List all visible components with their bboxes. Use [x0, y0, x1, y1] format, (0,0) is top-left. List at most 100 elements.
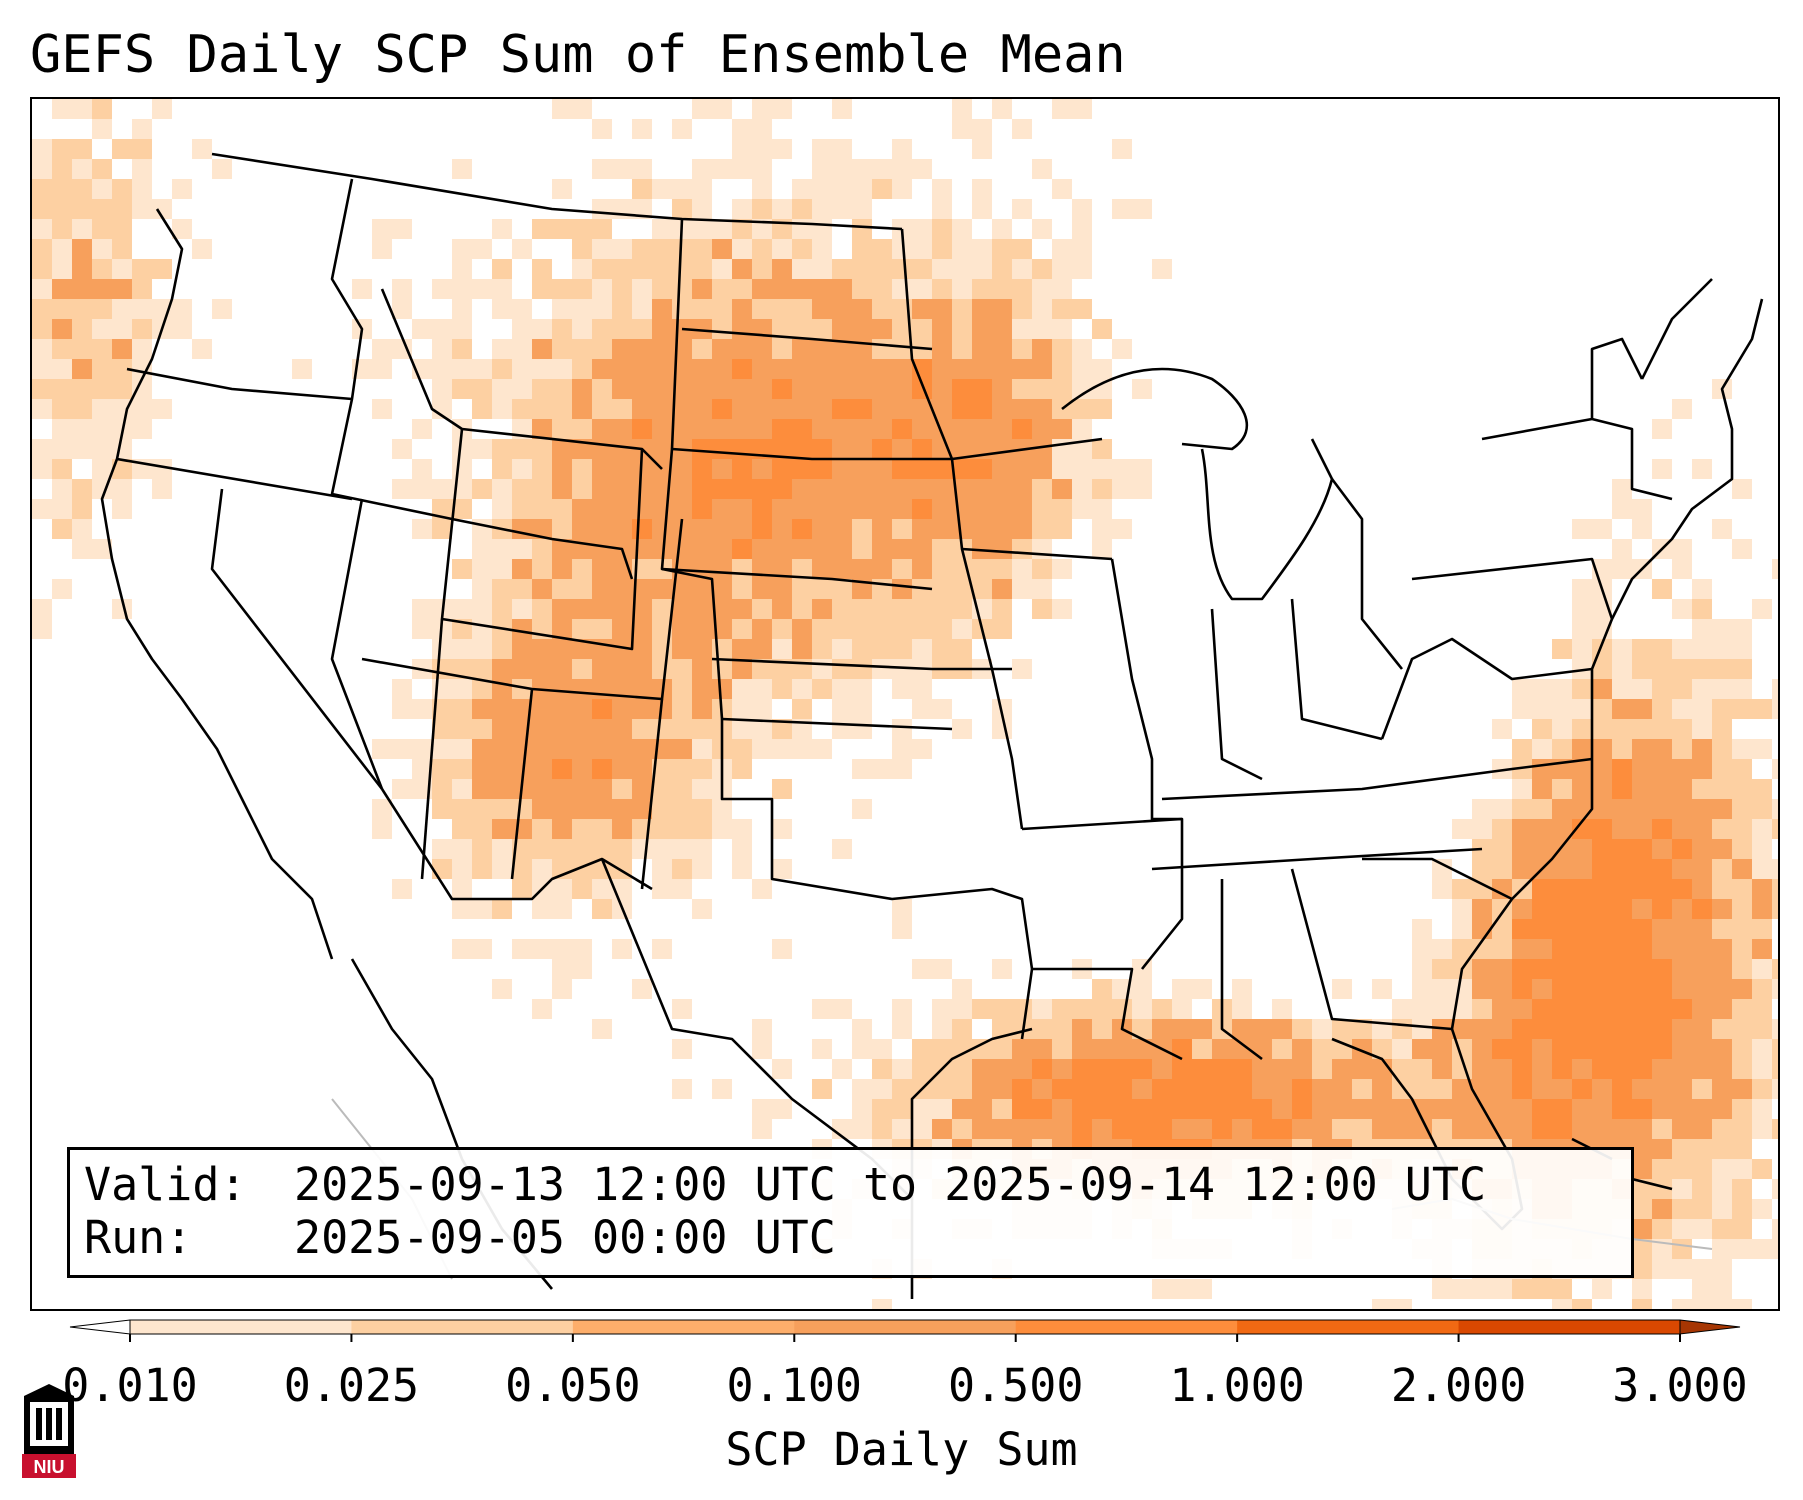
scp-cell — [692, 99, 712, 119]
scp-cell — [1752, 999, 1772, 1019]
scp-cell — [1292, 1019, 1312, 1039]
scp-cell — [1652, 819, 1672, 839]
scp-cell — [552, 399, 572, 419]
scp-cell — [612, 699, 632, 719]
scp-cell — [812, 379, 832, 399]
scp-cell — [1052, 179, 1072, 199]
scp-cell — [552, 459, 572, 479]
scp-cell — [752, 119, 772, 139]
scp-cell — [1652, 779, 1672, 799]
scp-cell — [1612, 699, 1632, 719]
scp-cell — [932, 1079, 952, 1099]
scp-cell — [852, 1019, 872, 1039]
scp-cell — [1712, 759, 1732, 779]
scp-cell — [992, 1079, 1012, 1099]
scp-cell — [692, 719, 712, 739]
scp-cell — [1552, 819, 1572, 839]
scp-cell — [492, 639, 512, 659]
scp-cell — [1012, 519, 1032, 539]
scp-cell — [1012, 339, 1032, 359]
scp-cell — [712, 339, 732, 359]
scp-cell — [852, 799, 872, 819]
scp-cell — [52, 299, 72, 319]
scp-cell — [912, 279, 932, 299]
scp-cell — [112, 239, 132, 259]
scp-cell — [1292, 1039, 1312, 1059]
scp-cell — [712, 259, 732, 279]
scp-cell — [632, 299, 652, 319]
scp-cell — [932, 299, 952, 319]
scp-cell — [1712, 799, 1732, 819]
scp-cell — [1032, 159, 1052, 179]
scp-cell — [1012, 359, 1032, 379]
scp-cell — [752, 879, 772, 899]
scp-cell — [712, 219, 732, 239]
scp-cell — [1072, 1099, 1092, 1119]
scp-cell — [752, 639, 772, 659]
scp-cell — [1752, 839, 1772, 859]
scp-cell — [632, 579, 652, 599]
scp-cell — [1652, 1139, 1672, 1159]
scp-cell — [1212, 1099, 1232, 1119]
scp-cell — [1052, 419, 1072, 439]
scp-cell — [892, 479, 912, 499]
scp-cell — [592, 599, 612, 619]
scp-cell — [1632, 899, 1652, 919]
scp-cell — [852, 279, 872, 299]
scp-cell — [672, 479, 692, 499]
scp-cell — [892, 559, 912, 579]
scp-cell — [1412, 1079, 1432, 1099]
scp-cell — [672, 639, 692, 659]
scp-cell — [1592, 879, 1612, 899]
scp-cell — [772, 279, 792, 299]
scp-cell — [512, 519, 532, 539]
scp-cell — [1632, 1259, 1652, 1279]
scp-cell — [1652, 1219, 1672, 1239]
scp-cell — [612, 939, 632, 959]
scp-cell — [1072, 379, 1092, 399]
scp-cell — [492, 379, 512, 399]
scp-cell — [552, 379, 572, 399]
scp-cell — [1692, 1119, 1712, 1139]
scp-cell — [752, 659, 772, 679]
scp-cell — [1712, 1239, 1732, 1259]
scp-cell — [832, 479, 852, 499]
colorbar-tick-label: 0.500 — [947, 1359, 1084, 1412]
scp-cell — [912, 479, 932, 499]
scp-cell — [1052, 99, 1072, 119]
scp-cell — [932, 179, 952, 199]
scp-cell — [852, 539, 872, 559]
scp-cell — [792, 279, 812, 299]
scp-cell — [1612, 679, 1632, 699]
scp-cell — [1712, 679, 1732, 699]
scp-cell — [1692, 839, 1712, 859]
scp-cell — [632, 519, 652, 539]
scp-cell — [732, 219, 752, 239]
scp-cell — [572, 419, 592, 439]
scp-cell — [892, 239, 912, 259]
scp-cell — [1752, 1239, 1772, 1259]
scp-cell — [1072, 219, 1092, 239]
scp-cell — [792, 719, 812, 739]
scp-cell — [492, 339, 512, 359]
scp-cell — [1012, 1099, 1032, 1119]
scp-cell — [92, 239, 112, 259]
scp-cell — [572, 279, 592, 299]
scp-cell — [1592, 699, 1612, 719]
scp-cell — [1652, 979, 1672, 999]
scp-cell — [1572, 719, 1592, 739]
scp-cell — [452, 899, 472, 919]
scp-cell — [1652, 679, 1672, 699]
scp-cell — [852, 699, 872, 719]
scp-cell — [832, 699, 852, 719]
scp-cell — [952, 619, 972, 639]
scp-cell — [532, 519, 552, 539]
scp-cell — [652, 659, 672, 679]
scp-cell — [672, 299, 692, 319]
scp-cell — [92, 399, 112, 419]
scp-cell — [1432, 939, 1452, 959]
scp-cell — [552, 559, 572, 579]
scp-cell — [32, 199, 52, 219]
scp-cell — [92, 339, 112, 359]
scp-cell — [1172, 1019, 1192, 1039]
